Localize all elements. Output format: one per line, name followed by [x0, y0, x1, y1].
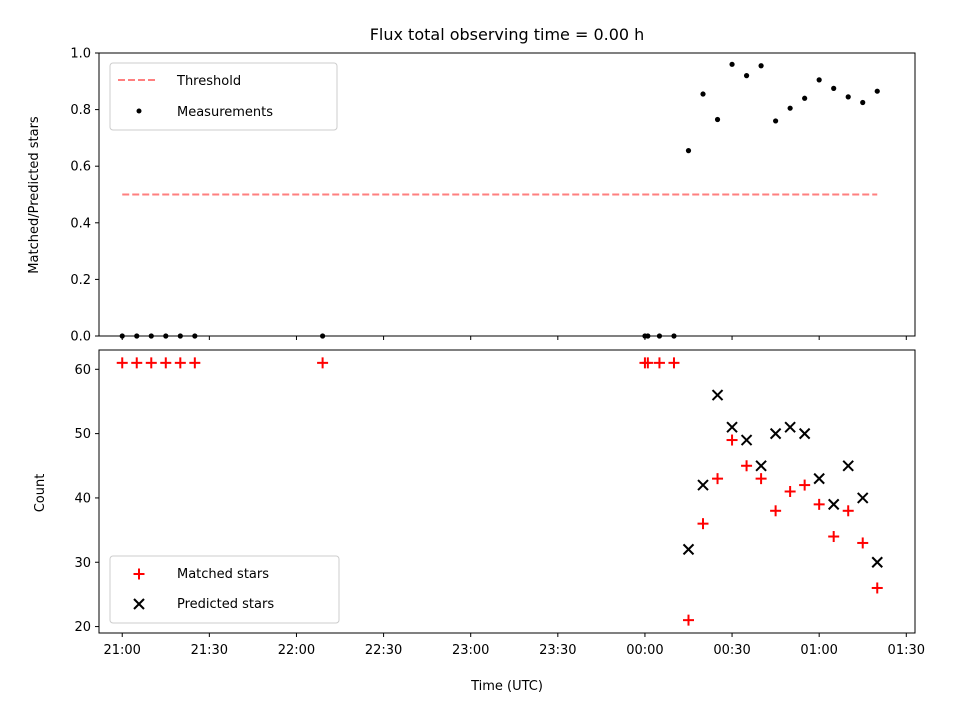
- matched-stars-legend-swatch: [133, 568, 145, 580]
- matched-stars-point: [189, 357, 201, 369]
- count-x-tick-label: 22:00: [278, 643, 315, 658]
- count-plot-area: 20 30 40 50 60 21:00 21:30 22:00 22:30 23:00 23:30…: [74, 349, 925, 658]
- ratio-plot-area: 0.0 0.2 0.4 0.6 0.8 1.0: [70, 47, 916, 345]
- count-y-tick-label: 20: [74, 620, 91, 635]
- count-panel: 20 30 40 50 60 21:00 21:30 22:00 22:30 23:00 23:30…: [33, 349, 925, 694]
- count-y-axis-label: Count: [33, 474, 48, 513]
- predicted-stars-point: [697, 479, 709, 491]
- matched-stars-point: [784, 486, 796, 497]
- matched-stars-point: [813, 498, 825, 510]
- matched-stars-point: [842, 505, 854, 517]
- count-x-tick-label: 21:00: [103, 643, 140, 658]
- measurement-point: [773, 118, 779, 124]
- predicted-stars-point: [871, 556, 883, 568]
- ratio-panel: Flux total observing time = 0.00 h 0.00.…: [27, 25, 916, 345]
- ratio-legend: Threshold Measurements: [109, 62, 338, 131]
- predicted-stars-point: [740, 434, 753, 446]
- predicted-stars-point: [711, 389, 724, 401]
- predicted-stars-point: [813, 472, 825, 485]
- count-y-tick-label: 40: [74, 491, 91, 506]
- matched-stars-point: [160, 357, 172, 369]
- matched-stars-point: [697, 518, 709, 530]
- measurement-point: [816, 77, 822, 83]
- predicted-stars-legend-label: Predicted stars: [177, 597, 274, 612]
- ratio-y-tick-label: 0.0: [70, 330, 91, 345]
- predicted-stars-point: [755, 460, 767, 472]
- measurement-point: [802, 95, 808, 101]
- matched-stars-point: [642, 357, 654, 369]
- ratio-y-tick-label: 1.0: [70, 47, 91, 62]
- threshold-legend-label: Threshold: [176, 74, 241, 89]
- ratio-y-axis-label: Matched/Predicted stars: [27, 116, 42, 274]
- matched-stars-point: [857, 537, 869, 549]
- measurement-point: [860, 99, 866, 106]
- count-axes-frame: [98, 349, 916, 634]
- measurement-point: [831, 85, 837, 91]
- measurements-legend-label: Measurements: [177, 105, 273, 120]
- count-y-tick-label: 30: [74, 556, 91, 571]
- predicted-stars-point: [857, 492, 869, 504]
- predicted-stars-legend-swatch: [133, 598, 145, 610]
- matched-stars-point: [828, 531, 840, 543]
- measurement-point: [714, 116, 721, 123]
- measurement-point: [874, 88, 880, 94]
- count-x-axis-label: Time (UTC): [470, 679, 543, 694]
- count-x-tick-label: 00:30: [713, 643, 750, 658]
- ratio-y-tick-label: 0.8: [70, 103, 91, 118]
- matched-stars-legend-marker: [133, 568, 145, 580]
- measurement-point: [787, 105, 793, 111]
- count-x-tick-label: 21:30: [191, 643, 228, 658]
- matched-stars-point: [116, 357, 128, 369]
- matched-stars-point: [317, 357, 329, 369]
- ratio-y-tick-label: 0.2: [70, 273, 91, 288]
- predicted-stars-point: [784, 421, 796, 433]
- matched-stars-point: [799, 479, 811, 491]
- count-x-tick-label: 01:00: [800, 643, 837, 658]
- predicted-stars-point: [682, 543, 695, 556]
- count-x-tick-label: 23:30: [539, 643, 576, 658]
- measurements-legend-swatch: [136, 108, 142, 114]
- predicted-stars-point: [842, 460, 854, 472]
- count-legend: Matched stars Predicted stars: [109, 555, 340, 624]
- ratio-y-tick-label: 0.4: [70, 216, 91, 231]
- ratio-legend-box: [109, 62, 338, 131]
- measurement-point: [845, 94, 851, 100]
- predicted-stars-point: [798, 427, 811, 440]
- matched-stars-point: [653, 357, 665, 369]
- matched-stars-point: [770, 505, 782, 517]
- predicted-stars-point: [726, 421, 738, 433]
- predicted-stars-legend-marker: [133, 598, 145, 610]
- matched-stars-point: [712, 473, 724, 485]
- matched-stars-point: [174, 357, 186, 369]
- matched-stars-point: [145, 357, 157, 369]
- matched-stars-point: [682, 614, 694, 626]
- matched-stars-point: [131, 357, 143, 369]
- matched-stars-legend-label: Matched stars: [177, 567, 269, 582]
- measurement-point: [729, 61, 735, 67]
- count-x-tick-label: 22:30: [365, 643, 402, 658]
- chart-title: Flux total observing time = 0.00 h: [370, 25, 645, 44]
- matched-stars-point: [871, 582, 883, 594]
- measurement-point: [685, 148, 692, 154]
- predicted-stars-point: [769, 427, 782, 440]
- matched-stars-point: [755, 473, 767, 485]
- matched-stars-point: [668, 357, 680, 369]
- predicted-stars-point: [827, 498, 840, 511]
- count-y-tick-label: 60: [74, 363, 91, 378]
- matched-stars-point: [726, 434, 738, 446]
- measurement-point: [743, 73, 750, 79]
- count-x-tick-label: 00:00: [626, 643, 663, 658]
- count-x-tick-label: 23:00: [452, 643, 489, 658]
- ratio-y-tick-label: 0.6: [70, 160, 91, 175]
- ratio-axes-frame: [98, 52, 916, 337]
- measurement-point: [758, 63, 764, 69]
- count-x-tick-label: 01:30: [888, 643, 925, 658]
- count-legend-box: [109, 555, 340, 624]
- matched-stars-point: [741, 460, 753, 472]
- count-y-tick-label: 50: [74, 427, 91, 442]
- measurement-point: [700, 91, 706, 97]
